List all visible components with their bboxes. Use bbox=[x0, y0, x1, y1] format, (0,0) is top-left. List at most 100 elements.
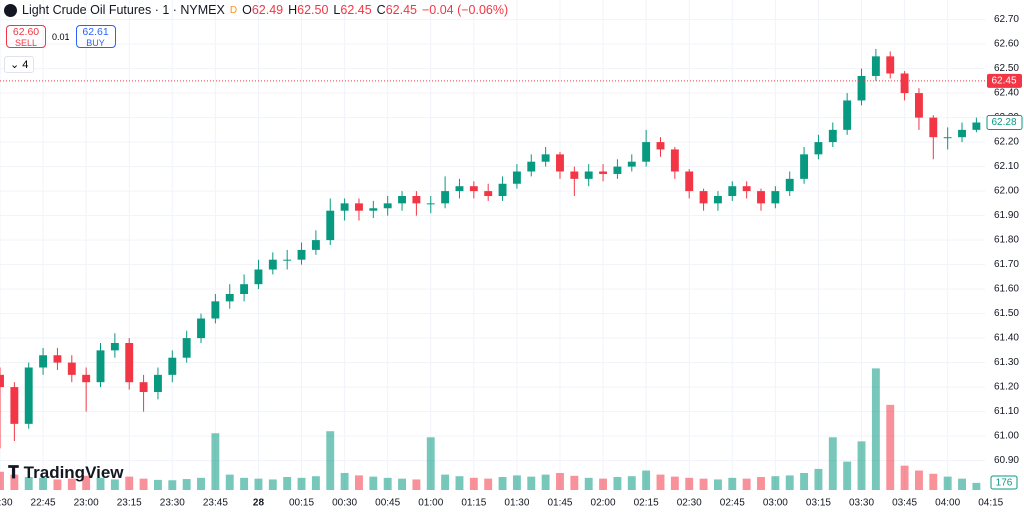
x-tick-label: 00:30 bbox=[332, 498, 357, 509]
marker-price-label: 62.28 bbox=[991, 117, 1016, 128]
indicators-count: 4 bbox=[22, 59, 29, 71]
candle-body bbox=[541, 154, 550, 162]
x-tick-label: 03:15 bbox=[806, 498, 831, 509]
volume-bar bbox=[110, 479, 119, 490]
candle-body bbox=[584, 171, 593, 179]
candle-body bbox=[53, 355, 62, 363]
candle-body bbox=[498, 183, 507, 196]
candle-body bbox=[699, 191, 708, 204]
volume-bar bbox=[0, 471, 4, 490]
volume-bar bbox=[613, 477, 622, 490]
sell-price: 62.60 bbox=[12, 26, 40, 38]
volume-bar bbox=[67, 478, 76, 490]
candle-body bbox=[484, 191, 493, 196]
logo[interactable]: 𝐓 TradingView bbox=[8, 463, 124, 482]
volume-bar bbox=[168, 480, 177, 490]
change: −0.04 (−0.06%) bbox=[421, 3, 509, 17]
x-tick-label: 22:45 bbox=[31, 498, 56, 509]
volume-bar bbox=[441, 474, 450, 490]
volume-bar bbox=[469, 477, 478, 490]
volume-bar bbox=[139, 478, 148, 490]
volume-bar bbox=[627, 476, 636, 490]
x-tick-label: 28 bbox=[253, 498, 265, 509]
candle-body bbox=[570, 171, 579, 179]
candle-body bbox=[814, 142, 823, 155]
volume-bar bbox=[484, 478, 493, 490]
candle-body bbox=[469, 186, 478, 192]
y-tick-label: 61.10 bbox=[994, 406, 1019, 417]
x-tick-label: 02:30 bbox=[677, 498, 702, 509]
candle-body bbox=[455, 186, 464, 192]
candle-body bbox=[556, 154, 564, 172]
candle-body bbox=[340, 203, 349, 211]
volume-bar bbox=[96, 477, 105, 490]
volume-bar bbox=[326, 431, 335, 490]
volume-bar bbox=[340, 472, 349, 490]
volume-tag bbox=[990, 475, 1018, 490]
volume-bar bbox=[713, 479, 722, 490]
buy-button[interactable]: 62.61 BUY bbox=[75, 25, 116, 48]
candle-body bbox=[211, 301, 220, 319]
volume-bar bbox=[685, 477, 694, 490]
volume-bar bbox=[125, 476, 134, 490]
y-tick-label: 61.90 bbox=[994, 210, 1019, 221]
volume-bar bbox=[886, 404, 895, 490]
buy-label: BUY bbox=[86, 38, 105, 48]
c-label: C bbox=[376, 3, 386, 17]
candle-body bbox=[369, 208, 378, 211]
candle-body bbox=[915, 93, 923, 118]
candle-body bbox=[857, 75, 866, 101]
candle-body bbox=[39, 355, 48, 368]
candle-body bbox=[225, 294, 234, 302]
volume-bar bbox=[39, 477, 48, 490]
y-tick-label: 61.00 bbox=[994, 431, 1019, 442]
symbol-icon bbox=[4, 3, 17, 17]
h-value: 62.50 bbox=[297, 3, 329, 17]
candle-body bbox=[670, 149, 679, 172]
indicators-toggle[interactable]: ⌄ 4 bbox=[4, 56, 35, 73]
sell-button[interactable]: 62.60 SELL bbox=[6, 25, 46, 48]
candle-body bbox=[828, 129, 837, 143]
volume-bar bbox=[814, 468, 823, 490]
volume-bar bbox=[771, 476, 780, 490]
candle-body bbox=[757, 191, 765, 204]
volume-bar bbox=[757, 477, 765, 490]
volume-bar bbox=[182, 479, 191, 490]
symbol-header: Light Crude Oil Futures · 1 · NYMEX D O6… bbox=[4, 3, 508, 17]
volume-bar bbox=[929, 473, 938, 490]
x-tick-label: 00:45 bbox=[375, 498, 400, 509]
volume-bar bbox=[900, 465, 909, 490]
volume-bar bbox=[283, 477, 292, 490]
volume-bar bbox=[943, 476, 952, 490]
candle-body bbox=[355, 203, 363, 211]
candle-body bbox=[972, 122, 981, 130]
volume-bar bbox=[541, 474, 550, 490]
candle-body bbox=[426, 203, 435, 205]
y-tick-label: 62.20 bbox=[994, 137, 1019, 148]
volume-bar bbox=[426, 437, 435, 490]
volume-bar bbox=[398, 478, 406, 490]
volume-bar bbox=[153, 479, 162, 490]
candle-body bbox=[326, 210, 335, 241]
candle-body bbox=[412, 196, 421, 204]
y-tick-label: 62.00 bbox=[994, 186, 1019, 197]
candle-body bbox=[656, 142, 665, 150]
candle-body bbox=[886, 56, 895, 74]
candle-body bbox=[785, 178, 794, 192]
volume-bar bbox=[828, 437, 837, 490]
y-tick-label: 62.50 bbox=[994, 63, 1019, 74]
candle-body bbox=[297, 249, 306, 260]
candle-body bbox=[800, 154, 809, 179]
candle-body bbox=[742, 186, 751, 192]
candle-body bbox=[958, 129, 966, 138]
x-tick-label: 03:45 bbox=[892, 498, 917, 509]
sell-label: SELL bbox=[14, 38, 38, 48]
symbol[interactable]: Light Crude Oil Futures · 1 · NYMEX bbox=[22, 3, 225, 17]
candle-body bbox=[685, 171, 694, 192]
l-value: 62.45 bbox=[340, 3, 372, 17]
candle-body bbox=[0, 374, 4, 388]
candle-body bbox=[771, 191, 780, 204]
volume-bar bbox=[455, 476, 464, 490]
volume-bar bbox=[369, 476, 378, 490]
